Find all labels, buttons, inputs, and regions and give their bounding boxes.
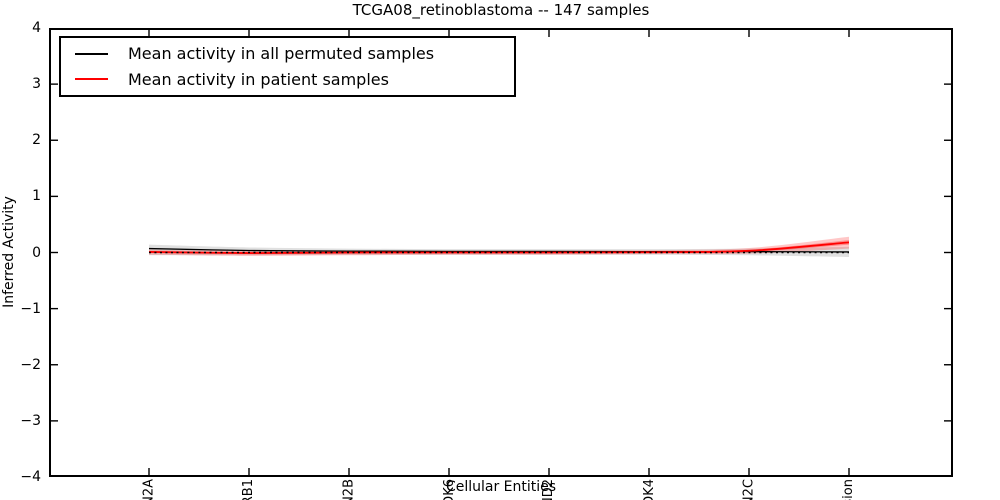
y-tick-label: −3: [20, 412, 41, 429]
x-axis-label: Cellular Entities: [445, 479, 557, 495]
legend-label-patient: Mean activity in patient samples: [128, 69, 389, 89]
y-tick-label: −4: [20, 469, 41, 485]
legend: Mean activity in all permuted samples Me…: [59, 36, 516, 97]
plot-border: [49, 28, 953, 477]
legend-entry-permuted: Mean activity in all permuted samples: [75, 44, 514, 63]
y-tick-label: 4: [32, 20, 41, 36]
x-tick-label-text: CDK6: [441, 479, 457, 500]
x-tick-label-text: CDKN2B: [342, 479, 357, 500]
x-tick-label-text: G1/S progression: [842, 479, 857, 500]
x-tick-label-text: CDKN2C: [742, 479, 757, 500]
legend-label-permuted: Mean activity in all permuted samples: [128, 44, 435, 64]
legend-line-sample-black: [75, 52, 108, 55]
plot-area: [49, 28, 953, 477]
y-tick-label: 3: [32, 76, 41, 93]
legend-line-sample-red: [75, 78, 108, 81]
x-tick-label-text: CDK4: [641, 479, 657, 500]
x-tick-label-text: CDKN2A: [142, 479, 157, 500]
y-tick-label: 2: [32, 132, 41, 149]
x-tick-label-text: RB1: [241, 479, 257, 500]
y-tick-label: −2: [20, 356, 41, 373]
chart-title: TCGA08_retinoblastoma -- 147 samples: [352, 1, 650, 19]
y-tick-label: 1: [32, 188, 41, 205]
y-tick-label: 0: [32, 244, 41, 261]
x-tick-label-text: CCND2: [542, 479, 557, 500]
y-tick-label: −1: [20, 300, 41, 317]
legend-entry-patient: Mean activity in patient samples: [75, 70, 514, 89]
